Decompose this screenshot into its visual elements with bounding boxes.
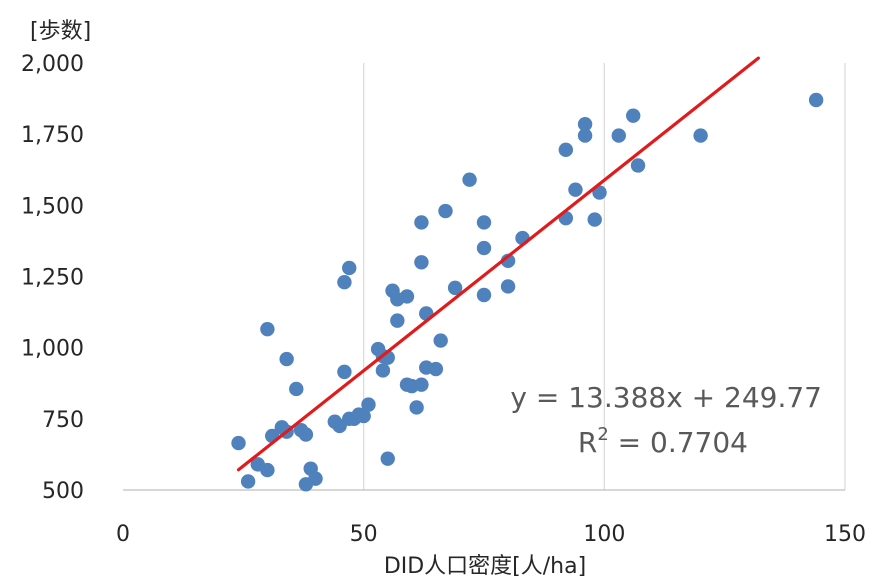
data-point — [375, 363, 391, 378]
data-point — [577, 117, 593, 132]
data-point — [390, 313, 405, 328]
x-tick-label: 150 — [824, 522, 866, 547]
data-point — [414, 255, 429, 270]
data-point — [342, 260, 357, 276]
data-point — [428, 361, 444, 377]
r-squared-superscript: 2 — [597, 424, 608, 445]
y-tick-label: 2,000 — [21, 52, 84, 77]
y-tick-label: 1,500 — [21, 194, 84, 219]
data-point — [356, 408, 371, 424]
y-tick-label: 1,000 — [21, 337, 84, 362]
x-tick-labels: 0 50 100 150 — [116, 522, 866, 547]
data-point — [337, 274, 352, 290]
data-point — [587, 212, 602, 227]
data-point — [558, 142, 574, 158]
data-point — [260, 321, 275, 337]
data-point — [289, 381, 304, 397]
x-tick-label: 100 — [583, 522, 625, 547]
data-point — [240, 474, 256, 489]
data-point — [380, 451, 395, 466]
data-point — [476, 215, 492, 230]
data-point — [279, 351, 294, 367]
data-point — [337, 364, 352, 380]
data-point — [592, 185, 607, 200]
data-point — [630, 158, 646, 173]
data-point — [500, 279, 516, 294]
x-tick-label: 0 — [116, 522, 130, 547]
data-point — [308, 471, 323, 486]
data-point — [409, 400, 424, 415]
data-point — [693, 128, 708, 143]
data-point — [577, 128, 593, 143]
r-squared-value: = 0.7704 — [609, 426, 748, 459]
data-point — [476, 240, 492, 256]
data-point — [260, 462, 275, 478]
data-point — [298, 427, 314, 442]
data-point — [611, 128, 626, 143]
data-point — [231, 435, 246, 451]
data-point — [399, 289, 415, 304]
data-point — [361, 397, 376, 412]
y-tick-labels: 500 750 1,000 1,250 1,500 1,750 2,000 — [21, 52, 84, 504]
data-point — [808, 92, 824, 108]
r-squared-letter: R — [578, 426, 597, 459]
x-tick-label: 50 — [350, 522, 378, 547]
y-tick-label: 750 — [42, 408, 84, 433]
data-point — [414, 377, 429, 392]
data-point — [568, 182, 583, 197]
data-point — [438, 203, 453, 219]
data-points — [231, 92, 824, 492]
data-point — [462, 172, 477, 187]
y-axis-label: [歩数] — [30, 19, 91, 44]
data-point — [626, 108, 641, 123]
trend-equation: y = 13.388x + 249.77 — [510, 381, 822, 414]
y-tick-label: 1,250 — [21, 266, 84, 291]
data-point — [414, 215, 429, 230]
data-point — [476, 287, 492, 303]
y-tick-label: 1,750 — [21, 123, 84, 148]
data-point — [447, 280, 463, 296]
data-point — [433, 333, 448, 348]
x-axis-label: DID人口密度[人/ha] — [384, 554, 586, 579]
trendline — [236, 56, 760, 472]
y-tick-label: 500 — [42, 479, 84, 504]
r-squared-label: R2 = 0.7704 — [578, 424, 748, 459]
